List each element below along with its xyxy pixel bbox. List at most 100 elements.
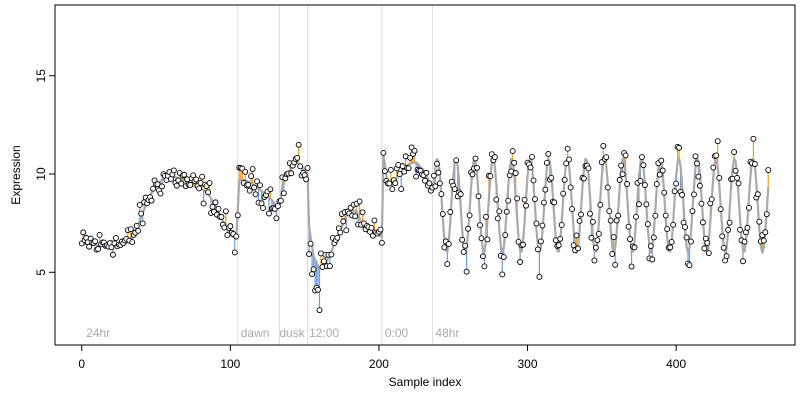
data-point xyxy=(266,210,272,217)
data-point xyxy=(561,176,568,183)
data-point xyxy=(631,244,638,251)
data-point xyxy=(520,241,527,248)
data-point xyxy=(224,232,231,239)
data-point xyxy=(503,208,510,215)
y-tick-label: 10 xyxy=(34,167,48,181)
data-point xyxy=(532,196,538,203)
data-point xyxy=(387,166,394,173)
data-point xyxy=(682,224,688,231)
data-point xyxy=(765,167,772,173)
data-point xyxy=(567,184,574,191)
data-point xyxy=(451,186,458,193)
data-point xyxy=(760,237,767,244)
data-point xyxy=(664,226,671,233)
data-point xyxy=(691,191,697,198)
data-point xyxy=(530,177,537,184)
data-point xyxy=(670,221,677,228)
data-point xyxy=(80,229,87,236)
data-point xyxy=(444,261,451,268)
data-point xyxy=(744,224,751,231)
data-point xyxy=(573,232,580,239)
data-point xyxy=(334,234,341,241)
data-point xyxy=(352,213,359,220)
data-point xyxy=(304,164,311,171)
data-point xyxy=(181,171,188,178)
data-point xyxy=(447,209,454,215)
data-point xyxy=(557,235,564,242)
data-point xyxy=(750,135,757,142)
data-point xyxy=(668,239,675,245)
data-point xyxy=(754,191,761,198)
data-point xyxy=(604,184,611,191)
data-point xyxy=(273,215,280,222)
data-point xyxy=(726,219,733,226)
data-point xyxy=(356,198,363,205)
data-point xyxy=(517,259,524,265)
data-point xyxy=(625,223,632,230)
data-point xyxy=(534,246,541,253)
data-point xyxy=(699,219,706,226)
data-point xyxy=(205,189,212,196)
data-point xyxy=(529,153,535,160)
data-point xyxy=(594,237,601,244)
data-point xyxy=(108,244,115,251)
data-point xyxy=(624,181,631,187)
data-point xyxy=(708,196,715,203)
data-point xyxy=(558,222,565,228)
data-point xyxy=(536,273,543,280)
data-point xyxy=(294,154,301,161)
data-point xyxy=(242,168,249,175)
data-point xyxy=(720,244,727,251)
data-point xyxy=(337,229,344,236)
data-point xyxy=(741,238,748,245)
data-point xyxy=(377,226,384,233)
data-point xyxy=(474,164,480,171)
data-point xyxy=(548,174,555,181)
data-point xyxy=(613,217,620,224)
data-point xyxy=(466,212,473,219)
data-point xyxy=(234,212,241,219)
data-point xyxy=(199,173,206,180)
data-point xyxy=(187,182,194,188)
data-point xyxy=(135,227,142,234)
data-point xyxy=(705,250,712,257)
data-point xyxy=(231,249,238,256)
data-point xyxy=(209,203,216,210)
data-point xyxy=(422,177,428,184)
data-point xyxy=(569,206,576,213)
data-point xyxy=(734,174,740,181)
section-label: 12:00 xyxy=(309,326,339,340)
data-point xyxy=(633,213,639,220)
data-point xyxy=(576,217,583,224)
data-point xyxy=(222,208,229,215)
data-point xyxy=(460,249,467,255)
data-point xyxy=(710,164,717,171)
y-axis-title: Expression xyxy=(9,145,23,204)
data-point xyxy=(762,229,769,236)
data-point xyxy=(537,238,544,245)
section-label: dawn xyxy=(241,326,270,340)
data-point xyxy=(411,147,418,154)
data-point xyxy=(509,148,516,155)
data-point xyxy=(644,221,651,228)
data-point xyxy=(589,218,596,225)
data-point xyxy=(436,180,443,187)
data-point xyxy=(267,186,274,193)
data-point xyxy=(588,234,595,241)
data-point xyxy=(607,217,614,224)
data-point xyxy=(575,245,582,252)
data-point xyxy=(321,258,327,265)
data-point xyxy=(413,173,420,180)
data-point xyxy=(433,160,440,167)
y-axis: 5 10 15 xyxy=(34,69,56,276)
data-point xyxy=(254,178,261,185)
data-point xyxy=(484,236,491,243)
data-point xyxy=(435,169,442,176)
data-point xyxy=(482,213,489,220)
data-point xyxy=(731,149,738,155)
data-point xyxy=(511,159,518,166)
data-point xyxy=(560,190,567,197)
data-point xyxy=(570,242,577,249)
data-point xyxy=(650,234,657,241)
